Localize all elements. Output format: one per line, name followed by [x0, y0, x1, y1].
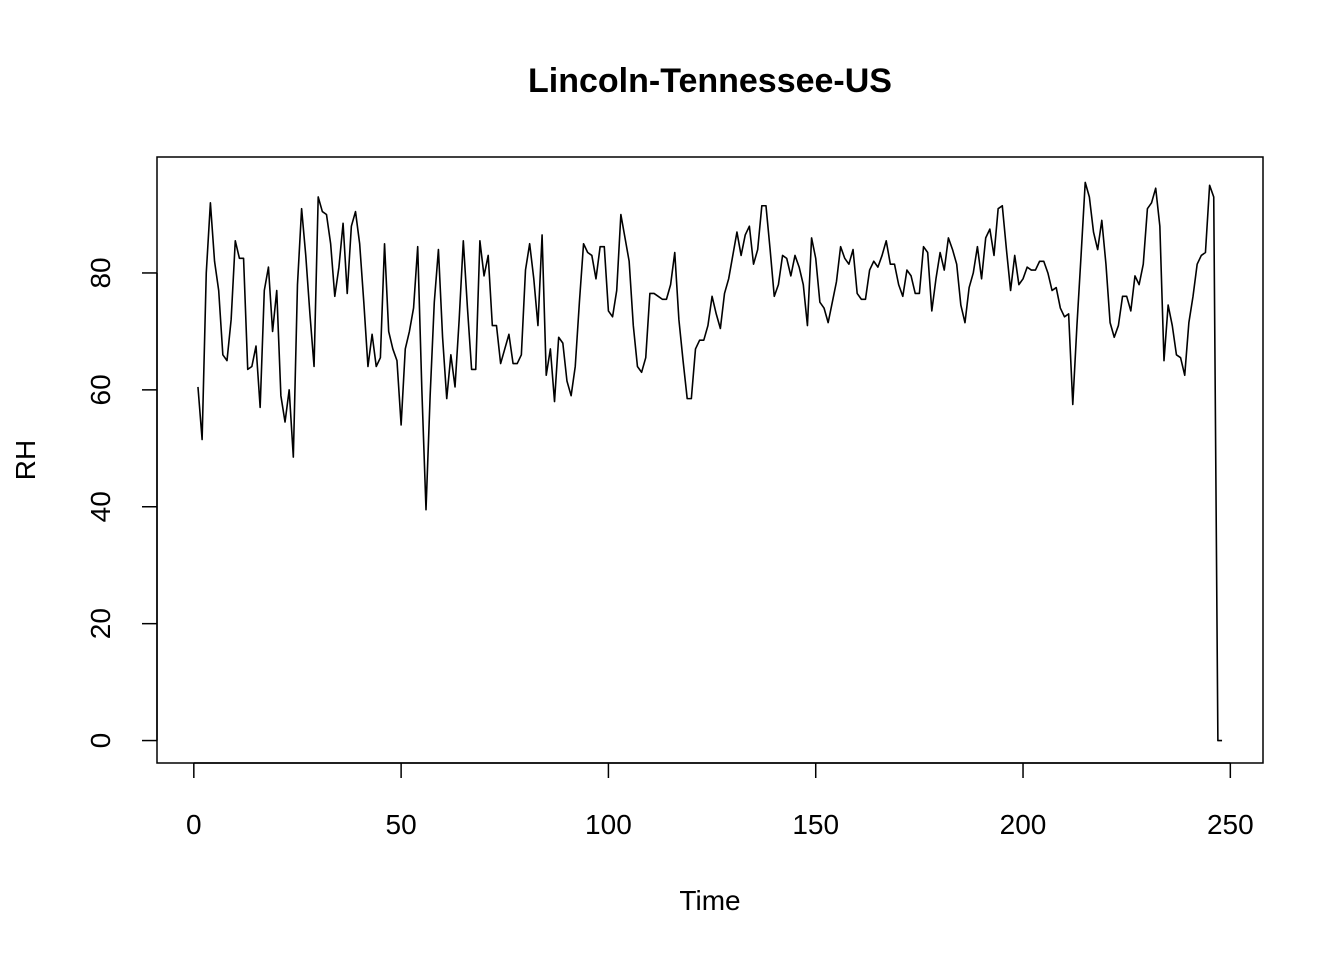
x-tick-label: 200 [1000, 809, 1047, 840]
x-tick-label: 100 [585, 809, 632, 840]
y-tick-label: 0 [85, 733, 116, 749]
x-axis-label: Time [679, 885, 740, 916]
y-tick-label: 80 [85, 257, 116, 288]
chart-title: Lincoln-Tennessee-US [528, 62, 892, 100]
x-tick-label: 0 [186, 809, 202, 840]
x-tick-label: 50 [386, 809, 417, 840]
data-line [197, 181, 1223, 742]
y-axis-label: RH [10, 440, 41, 480]
y-tick-label: 20 [85, 608, 116, 639]
y-tick-label: 60 [85, 374, 116, 405]
x-tick-label: 250 [1207, 809, 1254, 840]
y-tick-label: 40 [85, 491, 116, 522]
x-tick-label: 150 [792, 809, 839, 840]
